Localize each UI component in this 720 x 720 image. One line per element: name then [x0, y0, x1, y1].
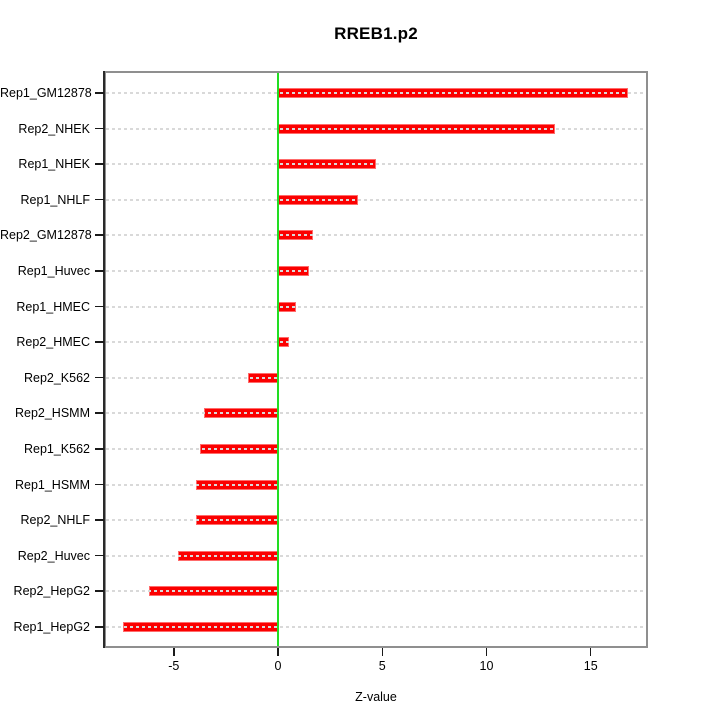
category-label: Rep1_HMEC	[16, 299, 90, 314]
category-label: Rep2_HSMM	[14, 406, 90, 421]
gridline	[106, 626, 646, 628]
x-tick-label: 10	[479, 659, 494, 673]
x-tick-label: 15	[583, 659, 598, 673]
y-tick-mark	[95, 554, 104, 557]
y-axis-line	[103, 71, 105, 648]
y-tick-mark	[95, 376, 104, 379]
x-tick-mark	[381, 648, 383, 656]
gridline	[106, 448, 646, 450]
y-tick-mark	[95, 448, 104, 450]
x-axis-title: Z-value	[355, 690, 397, 704]
category-label: Rep2_Huvec	[17, 548, 90, 563]
y-tick-mark	[95, 305, 104, 308]
zero-reference-line	[277, 73, 279, 646]
x-tick-label: -5	[168, 659, 180, 673]
category-label: Rep1_Huvec	[17, 264, 90, 278]
gridline	[106, 92, 646, 94]
y-tick-mark	[95, 270, 104, 272]
y-tick-mark	[95, 590, 104, 592]
gridline	[106, 305, 646, 308]
category-label: Rep2_HMEC	[16, 335, 90, 350]
category-label: Rep2_K562	[23, 370, 90, 385]
gridline	[106, 234, 646, 237]
y-tick-mark	[95, 626, 104, 628]
gridline	[106, 127, 646, 130]
y-tick-mark	[95, 198, 104, 201]
gridline	[106, 554, 646, 557]
gridline	[106, 163, 646, 166]
gridline	[106, 519, 646, 522]
y-tick-mark	[95, 163, 104, 165]
category-label: Rep1_HSMM	[14, 477, 90, 492]
category-label: Rep1_K562	[23, 442, 90, 456]
category-label: Rep1_HepG2	[13, 620, 90, 634]
plot-area	[104, 71, 648, 648]
plot-inner	[106, 73, 646, 646]
gridline	[106, 341, 646, 344]
category-label: Rep2_NHLF	[20, 513, 90, 528]
gridline	[106, 590, 646, 593]
y-tick-mark	[95, 341, 104, 343]
y-tick-mark	[95, 519, 104, 521]
y-tick-mark	[95, 92, 104, 94]
chart-title: RREB1.p2	[334, 24, 418, 43]
x-tick-mark	[173, 648, 175, 656]
y-tick-mark	[95, 127, 104, 130]
x-tick-mark	[485, 648, 488, 656]
gridline	[106, 483, 646, 486]
y-tick-mark	[95, 412, 104, 414]
x-tick-mark	[589, 648, 592, 656]
category-label: Rep2_NHEK	[18, 121, 90, 136]
x-tick-label: 0	[274, 659, 282, 673]
x-tick-mark	[277, 648, 279, 656]
category-label: Rep1_NHEK	[18, 157, 90, 172]
category-label: Rep1_NHLF	[20, 192, 90, 207]
x-tick-label: 5	[378, 659, 386, 673]
gridline	[106, 198, 646, 201]
gridline	[106, 376, 646, 379]
category-label: Rep1_GM12878	[0, 86, 92, 100]
category-label: Rep2_HepG2	[13, 584, 90, 599]
gridline	[106, 270, 646, 272]
category-label: Rep2_GM12878	[0, 228, 92, 243]
y-tick-mark	[95, 234, 104, 236]
y-tick-mark	[95, 483, 104, 486]
gridline	[106, 412, 646, 415]
